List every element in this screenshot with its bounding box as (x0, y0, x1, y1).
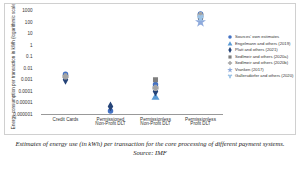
svg-text:PermissionlessNon-Profit DLT: PermissionlessNon-Profit DLT (140, 117, 172, 127)
html-text:Sources' own estimates: Sources' own estimates (235, 34, 280, 39)
html-text:Sedlmeir and others (2020a): Sedlmeir and others (2020a) (235, 53, 289, 59)
svg-text:0.001: 0.001 (21, 77, 33, 82)
svg-text:0.1: 0.1 (26, 54, 33, 59)
svg-text:1: 1 (30, 43, 33, 48)
html-text:Platt and others (2021): Platt and others (2021) (235, 47, 278, 52)
svg-text:0.00001: 0.00001 (16, 100, 33, 105)
svg-text:0.0001: 0.0001 (18, 89, 32, 94)
svg-text:1000: 1000 (22, 8, 33, 13)
svg-text:Energy consumption per transac: Energy consumption per transaction in kW… (11, 4, 16, 129)
html-text:Vranken (2017): Vranken (2017) (235, 66, 264, 72)
html-text:Estimates of energy use (in kW: Estimates of energy use (in kWh) per tra… (15, 140, 285, 156)
svg-text:0.01: 0.01 (24, 66, 33, 71)
html-text:Gallersdörfer and others (2020: Gallersdörfer and others (2020) (235, 73, 294, 78)
svg-text:PermissionlessProfit DLT: PermissionlessProfit DLT (185, 117, 217, 127)
svg-text:10: 10 (27, 31, 33, 36)
svg-text:100: 100 (25, 20, 33, 25)
html-text:Sedlmeir and others (2020b): Sedlmeir and others (2020b) (235, 60, 289, 65)
svg-text:0.000001: 0.000001 (13, 112, 33, 117)
svg-text:Credit Cards: Credit Cards (53, 117, 79, 122)
svg-text:PermissionedNon-Profit DLT: PermissionedNon-Profit DLT (95, 117, 125, 127)
html-text:Engelmann and others (2019): Engelmann and others (2019) (235, 40, 291, 46)
